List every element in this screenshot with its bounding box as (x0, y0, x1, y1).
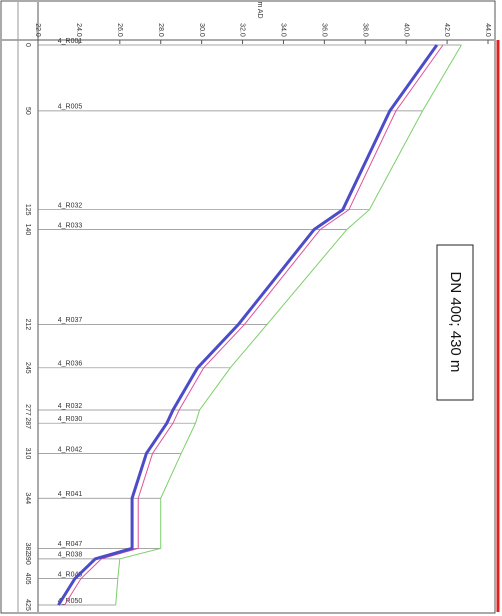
y-tick-label: 44.0 (484, 23, 491, 37)
y-tick-label: 36.0 (321, 23, 328, 37)
x-tick-label: 212 (24, 318, 31, 330)
x-tick-label: 277 (24, 404, 31, 416)
x-tick-label: 50 (24, 107, 31, 115)
x-tick-label: 287 (24, 417, 31, 429)
y-tick-label: 24.0 (75, 23, 82, 37)
node-label: 4_R001 (58, 38, 83, 45)
x-tick-label: 310 (24, 448, 31, 460)
node-label: 4_R005 (58, 104, 83, 111)
node-label: 4_R032 (58, 403, 83, 410)
x-tick-label: 0 (24, 43, 31, 47)
x-tick-label: 390 (24, 553, 31, 565)
x-tick-label: 405 (24, 573, 31, 585)
node-label: 4_R037 (58, 317, 83, 324)
y-tick-label: 40.0 (402, 23, 409, 37)
y-tick-label: 42.0 (443, 23, 450, 37)
y-tick-label: 34.0 (280, 23, 287, 37)
y-tick-label: 22.0 (34, 23, 41, 37)
node-label: 4_R050 (58, 598, 83, 605)
node-label: 4_R030 (58, 416, 83, 423)
node-label: 4_R042 (58, 446, 83, 453)
axis-title: m AD (256, 1, 263, 18)
y-tick-label: 32.0 (239, 23, 246, 37)
annotation: DN 400; 430 m (447, 272, 464, 373)
x-tick-label: 382 (24, 542, 31, 554)
node-label: 4_R049 (58, 571, 83, 578)
node-label: 4_R033 (58, 222, 83, 229)
series-line (57, 44, 439, 606)
y-tick-label: 28.0 (157, 23, 164, 37)
node-label: 4_R047 (58, 541, 83, 548)
series-line (115, 44, 462, 606)
y-tick-label: 30.0 (198, 23, 205, 37)
node-label: 4_R036 (58, 361, 83, 368)
node-label: 4_R041 (58, 491, 83, 498)
node-label: 4_R032 (58, 203, 83, 210)
x-tick-label: 125 (24, 204, 31, 216)
y-tick-label: 38.0 (361, 23, 368, 37)
annotation-box (436, 244, 474, 401)
node-label: 4_R038 (58, 552, 83, 559)
x-tick-label: 344 (24, 492, 31, 504)
y-tick-label: 26.0 (116, 23, 123, 37)
x-tick-label: 140 (24, 224, 31, 236)
x-tick-label: 245 (24, 362, 31, 374)
series-line (64, 44, 444, 606)
x-tick-label: 425 (24, 599, 31, 611)
